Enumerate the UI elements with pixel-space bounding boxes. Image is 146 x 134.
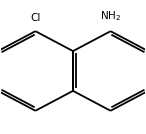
Text: Cl: Cl: [30, 13, 41, 23]
Text: NH$_2$: NH$_2$: [100, 9, 121, 23]
